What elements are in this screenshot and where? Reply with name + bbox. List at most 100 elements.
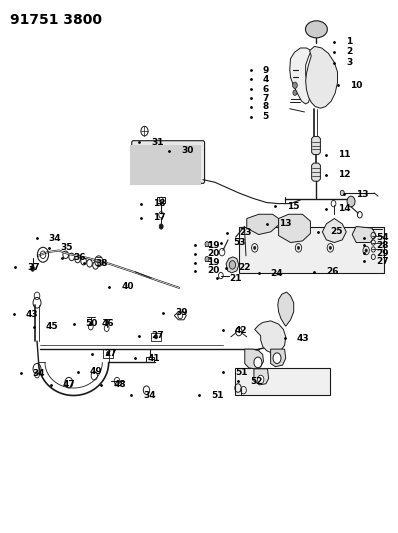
Circle shape: [293, 82, 297, 88]
Text: 4: 4: [263, 75, 269, 84]
Text: 13: 13: [356, 190, 369, 198]
Text: 17: 17: [153, 214, 166, 222]
Text: 20: 20: [207, 266, 219, 275]
Text: 49: 49: [90, 367, 103, 376]
Text: 5: 5: [263, 112, 269, 121]
Polygon shape: [157, 197, 165, 203]
Text: 8: 8: [263, 102, 269, 111]
Polygon shape: [290, 48, 311, 104]
Text: 20: 20: [207, 249, 219, 258]
Text: 36: 36: [74, 254, 86, 262]
Text: 50: 50: [86, 319, 98, 328]
Text: 13: 13: [279, 220, 291, 228]
Bar: [146, 357, 154, 362]
Text: 52: 52: [250, 377, 262, 385]
Text: 53: 53: [233, 238, 245, 247]
Text: 35: 35: [60, 244, 73, 252]
Text: 9: 9: [263, 66, 269, 75]
Text: 43: 43: [26, 310, 39, 319]
Text: 26: 26: [326, 268, 339, 276]
Bar: [160, 154, 168, 174]
Circle shape: [254, 357, 262, 368]
Text: 42: 42: [235, 326, 248, 335]
Text: 23: 23: [239, 229, 251, 237]
Polygon shape: [247, 214, 279, 235]
Text: 38: 38: [96, 259, 108, 268]
Bar: [139, 154, 146, 174]
Polygon shape: [279, 214, 310, 243]
Text: 25: 25: [330, 228, 343, 236]
Text: 2: 2: [346, 47, 353, 56]
Text: 37: 37: [27, 263, 40, 271]
Circle shape: [258, 375, 264, 384]
Text: 45: 45: [46, 322, 59, 331]
Text: 7: 7: [263, 94, 269, 102]
Circle shape: [205, 241, 209, 247]
Text: 19: 19: [207, 259, 220, 267]
Bar: [149, 154, 157, 174]
Circle shape: [159, 224, 163, 229]
Circle shape: [329, 246, 332, 249]
Polygon shape: [235, 368, 330, 395]
Text: 18: 18: [153, 199, 166, 208]
Polygon shape: [245, 349, 263, 369]
Circle shape: [293, 90, 297, 95]
Text: 48: 48: [113, 381, 126, 389]
Bar: [103, 349, 113, 358]
Text: 27: 27: [104, 350, 117, 358]
Text: 11: 11: [338, 150, 351, 159]
FancyBboxPatch shape: [132, 141, 205, 183]
Text: 34: 34: [49, 234, 61, 243]
Text: 1: 1: [346, 37, 353, 46]
Text: 29: 29: [376, 249, 389, 257]
Circle shape: [340, 190, 344, 196]
Circle shape: [273, 353, 281, 364]
Polygon shape: [306, 46, 338, 108]
Text: 28: 28: [376, 241, 388, 249]
Text: 24: 24: [271, 269, 283, 278]
Text: 6: 6: [263, 85, 269, 93]
Circle shape: [229, 261, 236, 269]
Polygon shape: [239, 227, 384, 273]
Text: 43: 43: [297, 334, 309, 343]
Bar: [171, 154, 179, 174]
Polygon shape: [278, 292, 294, 326]
Text: 47: 47: [62, 381, 75, 389]
Text: 46: 46: [101, 319, 114, 328]
Text: 40: 40: [121, 282, 134, 291]
Text: 19: 19: [207, 241, 220, 249]
Text: 34: 34: [143, 391, 156, 400]
Polygon shape: [322, 219, 346, 243]
Text: 10: 10: [350, 81, 363, 90]
Ellipse shape: [306, 21, 327, 38]
Text: 30: 30: [181, 147, 193, 155]
Text: 31: 31: [151, 138, 164, 147]
Polygon shape: [312, 136, 320, 155]
Text: 21: 21: [229, 274, 241, 282]
Text: 15: 15: [287, 202, 299, 211]
Polygon shape: [130, 145, 201, 185]
Bar: [151, 333, 161, 341]
Circle shape: [205, 256, 209, 262]
Text: 41: 41: [147, 354, 160, 362]
Circle shape: [297, 246, 300, 249]
Text: 27: 27: [151, 332, 164, 340]
Polygon shape: [352, 227, 376, 243]
Text: 54: 54: [376, 233, 389, 242]
Text: 91751 3800: 91751 3800: [10, 13, 102, 27]
Bar: [182, 154, 190, 174]
Polygon shape: [312, 163, 320, 181]
Text: 51: 51: [235, 368, 247, 376]
Polygon shape: [226, 257, 239, 273]
Text: 27: 27: [376, 257, 389, 265]
Circle shape: [107, 351, 110, 356]
Text: 34: 34: [33, 369, 45, 377]
Polygon shape: [254, 369, 269, 385]
Circle shape: [154, 335, 158, 339]
Text: 22: 22: [238, 263, 250, 272]
Text: 12: 12: [338, 171, 351, 179]
Text: 14: 14: [338, 205, 351, 213]
Polygon shape: [255, 321, 286, 353]
Text: 3: 3: [346, 59, 353, 67]
Text: 51: 51: [211, 391, 223, 400]
